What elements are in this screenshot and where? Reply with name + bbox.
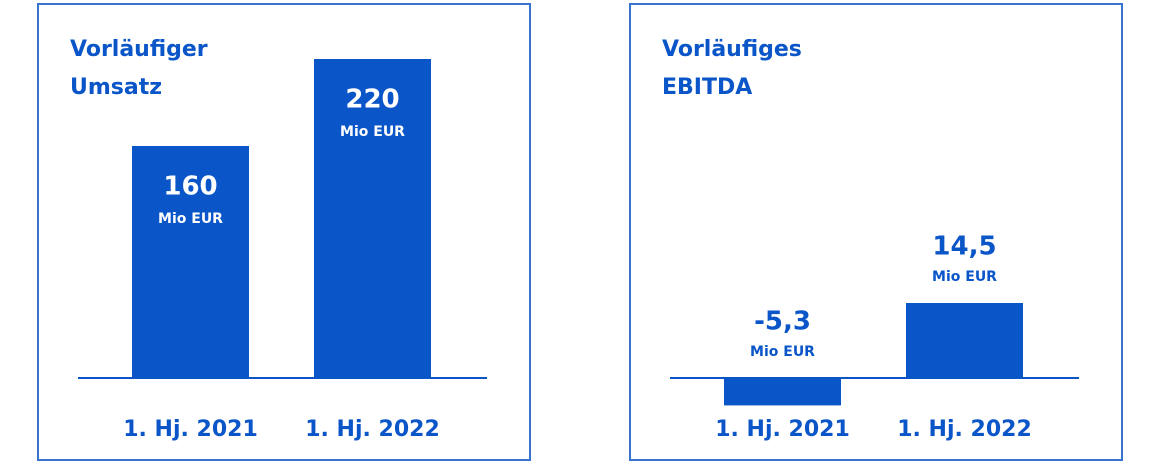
x-tick-label: 1. Hj. 2022 — [305, 417, 440, 442]
value-unit: Mio EUR — [932, 269, 997, 285]
value-label: -5,3 — [754, 307, 811, 337]
value-unit: Mio EUR — [340, 124, 405, 140]
x-tick-label: 1. Hj. 2022 — [897, 417, 1032, 442]
chart-title: EBITDA — [662, 75, 752, 100]
value-label: 160 — [163, 172, 217, 202]
bar — [132, 146, 249, 378]
bar — [906, 303, 1023, 378]
chart-title: Vorläufiger — [70, 37, 208, 62]
x-tick-label: 1. Hj. 2021 — [715, 417, 850, 442]
x-tick-label: 1. Hj. 2021 — [123, 417, 258, 442]
value-label: 220 — [345, 85, 399, 115]
bar — [724, 378, 841, 406]
value-label: 14,5 — [932, 232, 996, 262]
bar — [314, 59, 431, 378]
value-unit: Mio EUR — [158, 211, 223, 227]
panel-border — [37, 3, 531, 461]
chart-title: Vorläufiges — [662, 37, 802, 62]
chart-title: Umsatz — [70, 75, 162, 100]
panel-border — [629, 3, 1123, 461]
value-unit: Mio EUR — [750, 344, 815, 360]
